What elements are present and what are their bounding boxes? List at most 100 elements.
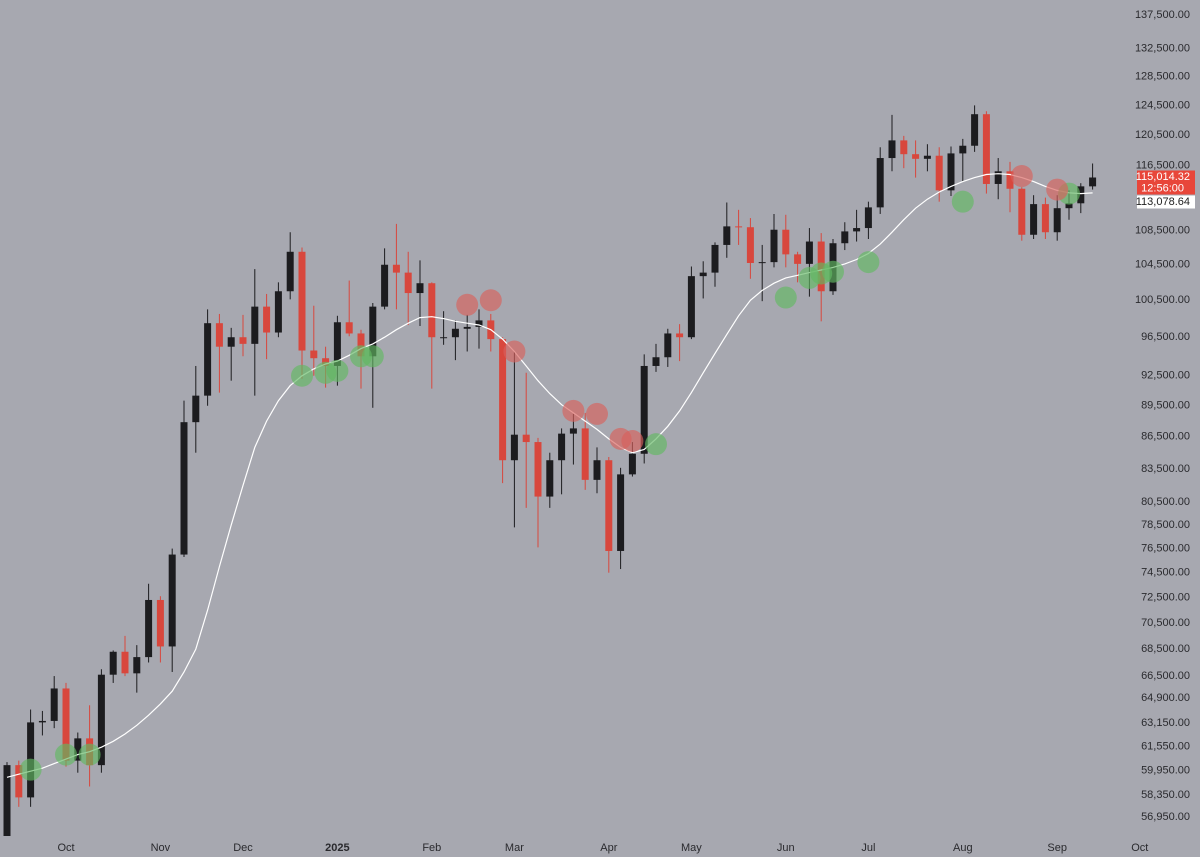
- candle-body: [475, 320, 483, 327]
- candle-body: [558, 433, 566, 461]
- candle-body: [805, 241, 813, 264]
- candle-body: [994, 171, 1002, 184]
- candle-body: [593, 460, 601, 480]
- price-tag: [1137, 195, 1195, 209]
- x-tick-label: Aug: [953, 842, 973, 854]
- price-tag: [1137, 170, 1195, 195]
- candle-body: [15, 765, 23, 798]
- x-tick-label: Oct: [1131, 842, 1148, 854]
- y-tick-label: 68,500.00: [1141, 643, 1190, 655]
- candle-body: [133, 657, 141, 674]
- candle-body: [416, 283, 424, 294]
- price-axis: 137,500.00 132,500.00 128,500.00 124,500.00…: [1135, 9, 1195, 823]
- y-tick-label: 137,500.00: [1135, 9, 1190, 21]
- countdown: 12:56:00: [1141, 182, 1184, 194]
- candle-body: [239, 337, 247, 344]
- candle-body: [687, 276, 695, 338]
- signal-marker: [19, 758, 42, 781]
- candle-body: [794, 254, 802, 264]
- candle-body: [38, 720, 46, 723]
- candle-body: [463, 326, 471, 329]
- candle-body: [298, 251, 306, 351]
- candle-body: [935, 155, 943, 191]
- y-tick-label: 64,900.00: [1141, 692, 1190, 704]
- candle-body: [1065, 203, 1073, 209]
- candle-body: [699, 272, 707, 277]
- candle-body: [534, 442, 542, 497]
- candle-body: [333, 322, 341, 366]
- y-tick-label: 78,500.00: [1141, 519, 1190, 531]
- x-tick-label: Sep: [1047, 842, 1067, 854]
- candle-body: [971, 114, 979, 146]
- candle-body: [451, 328, 459, 338]
- candle-body: [746, 227, 754, 264]
- signal-marker: [55, 743, 77, 766]
- candle-body: [121, 651, 129, 674]
- candle-body: [310, 350, 318, 359]
- candle-body: [628, 453, 636, 475]
- candle-body: [522, 434, 530, 443]
- x-tick-label: 2025: [325, 842, 349, 854]
- y-tick-label: 92,500.00: [1141, 370, 1190, 382]
- price-tag-label: 115,014.32: [1136, 171, 1190, 183]
- y-tick-label: 74,500.00: [1141, 567, 1190, 579]
- y-tick-label: 63,150.00: [1141, 717, 1190, 729]
- candle-body: [74, 738, 82, 761]
- y-tick-label: 116,500.00: [1136, 160, 1190, 172]
- signal-marker: [503, 340, 526, 363]
- price-tag-label: 113,078.64: [1136, 196, 1190, 208]
- candle-body: [1030, 204, 1038, 235]
- x-tick-label: May: [681, 842, 702, 854]
- candle-body: [357, 333, 365, 357]
- candle-body: [345, 322, 353, 334]
- candle-body: [404, 272, 412, 294]
- candle-body: [664, 333, 672, 358]
- y-tick-label: 104,500.00: [1135, 259, 1190, 271]
- candle-body: [180, 422, 188, 555]
- y-tick-label: 83,500.00: [1141, 463, 1190, 475]
- candle-body: [581, 428, 589, 480]
- candle-body: [569, 428, 577, 434]
- candle-body: [510, 434, 518, 461]
- candle-body: [274, 291, 282, 333]
- y-tick-label: 89,500.00: [1141, 400, 1190, 412]
- y-tick-label: 80,500.00: [1141, 496, 1190, 508]
- y-tick-label: 96,500.00: [1141, 331, 1190, 343]
- candle-body: [1006, 171, 1014, 189]
- candle-body: [369, 306, 377, 357]
- candle-body: [676, 333, 684, 338]
- candle-body: [711, 244, 719, 273]
- y-tick-label: 58,350.00: [1141, 789, 1190, 801]
- candle-body: [923, 155, 931, 159]
- x-tick-label: Nov: [151, 842, 171, 854]
- signal-marker: [326, 359, 349, 382]
- y-tick-label: 56,950.00: [1141, 811, 1190, 823]
- x-tick-label: Dec: [233, 842, 253, 854]
- candle-body: [97, 674, 105, 766]
- candle-body: [428, 283, 436, 338]
- candle-body: [605, 460, 613, 551]
- candle-body: [652, 357, 660, 366]
- candle-body: [900, 140, 908, 155]
- candle-body: [876, 158, 884, 208]
- x-tick-label: Apr: [600, 842, 617, 854]
- candle-body: [156, 599, 164, 647]
- y-tick-label: 120,500.00: [1135, 129, 1190, 141]
- candle-body: [381, 264, 389, 307]
- x-tick-label: Jun: [777, 842, 795, 854]
- x-tick-label: Oct: [57, 842, 74, 854]
- signal-marker: [857, 251, 880, 274]
- plot-area: [3, 105, 1097, 836]
- signal-marker: [774, 286, 797, 309]
- x-tick-label: Jul: [861, 842, 875, 854]
- candle-body: [109, 651, 117, 675]
- candle-body: [617, 474, 625, 551]
- candle-body: [1089, 177, 1097, 187]
- signal-marker: [1046, 178, 1069, 201]
- candle-body: [1018, 188, 1026, 235]
- candle-body: [735, 226, 743, 228]
- signal-marker: [822, 260, 844, 283]
- y-tick-label: 61,550.00: [1141, 740, 1190, 752]
- y-tick-label: 86,500.00: [1141, 431, 1190, 443]
